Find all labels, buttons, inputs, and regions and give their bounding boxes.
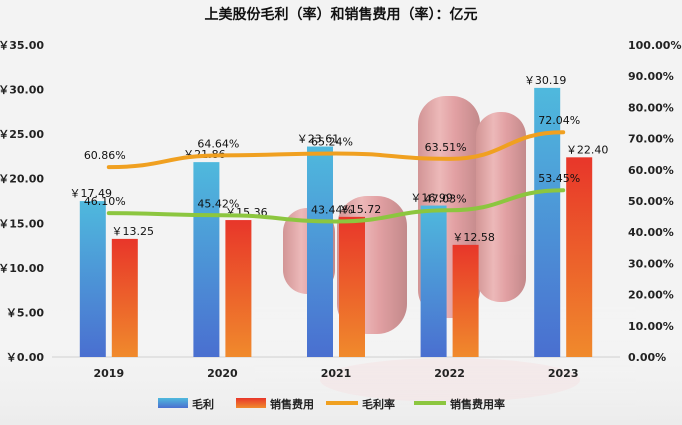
y-right-tick-label: 90.00%	[628, 70, 674, 83]
line-data-label: 64.64%	[197, 137, 239, 150]
bar-gross-profit	[534, 87, 561, 357]
bar-selling-expense	[566, 157, 593, 357]
y-right-tick-label: 100.00%	[628, 39, 681, 52]
y-right-tick-label: 80.00%	[628, 101, 674, 114]
bar-data-label: ￥22.40	[566, 143, 609, 156]
x-tick-label: 2023	[548, 367, 579, 380]
legend-entry-label: 销售费用	[270, 397, 314, 411]
y-right-tick-label: 50.00%	[628, 195, 674, 208]
line-data-label: 43.44%	[311, 203, 353, 216]
x-tick-label: 2021	[321, 367, 352, 380]
line-data-label: 45.42%	[197, 197, 239, 210]
line-data-label: 63.51%	[425, 141, 467, 154]
bar-data-label: ￥30.19	[524, 74, 567, 87]
line-selling-expense-rate	[106, 188, 566, 224]
x-tick-label: 2019	[93, 367, 124, 380]
line-data-label: 53.45%	[538, 172, 580, 185]
bar-gross-profit	[420, 205, 447, 357]
y-right-tick-label: 10.00%	[628, 320, 674, 333]
y-right-tick-label: 20.00%	[628, 289, 674, 302]
line-gross-margin	[106, 130, 566, 170]
x-tick-label: 2022	[434, 367, 465, 380]
line-data-label: 47.03%	[425, 192, 467, 205]
chart-title: 上美股份毛利（率）和销售费用（率）：亿元	[205, 6, 478, 23]
y-left-tick-label: ￥25.00	[0, 128, 44, 141]
bar-data-label: ￥13.25	[112, 225, 155, 238]
y-left-tick-label: ￥0.00	[6, 351, 44, 364]
y-right-tick-label: 60.00%	[628, 164, 674, 177]
y-left-tick-label: ￥35.00	[0, 39, 44, 52]
bar-gross-profit	[193, 162, 220, 357]
y-left-tick-label: ￥20.00	[0, 173, 44, 186]
bar-gross-profit	[307, 146, 333, 357]
bar-data-label: ￥12.58	[452, 231, 495, 244]
legend-swatch	[158, 398, 188, 408]
bar-selling-expense	[452, 244, 479, 357]
bar-data-label: ￥16.99	[410, 192, 453, 205]
y-right-tick-label: 40.00%	[628, 226, 674, 239]
bar-data-label: ￥23.61	[297, 133, 340, 146]
legend-entry-label: 销售费用率	[450, 397, 505, 411]
y-right-tick-label: 70.00%	[628, 133, 674, 146]
bar-data-label: ￥17.49	[70, 187, 113, 200]
legend-entry-label: 毛利率	[362, 397, 395, 411]
y-left-tick-label: ￥5.00	[6, 306, 44, 319]
line-data-label: 65.24%	[311, 135, 353, 148]
y-right-tick-label: 30.00%	[628, 257, 674, 270]
bar-data-label: ￥15.72	[339, 203, 382, 216]
legend-swatch	[236, 398, 266, 408]
x-tick-label: 2020	[207, 367, 238, 380]
y-right-tick-label: 0.00%	[628, 351, 666, 364]
y-left-tick-label: ￥15.00	[0, 217, 44, 230]
bar-selling-expense	[225, 220, 252, 357]
y-left-tick-label: ￥10.00	[0, 262, 44, 275]
legend-entry-label: 毛利	[192, 397, 214, 411]
bar-gross-profit	[79, 201, 106, 357]
bar-selling-expense	[339, 216, 365, 357]
line-data-label: 72.04%	[538, 114, 580, 127]
line-data-label: 60.86%	[84, 149, 126, 162]
bar-selling-expense	[111, 238, 138, 357]
line-data-label: 46.10%	[84, 195, 126, 208]
y-left-tick-label: ￥30.00	[0, 84, 44, 97]
